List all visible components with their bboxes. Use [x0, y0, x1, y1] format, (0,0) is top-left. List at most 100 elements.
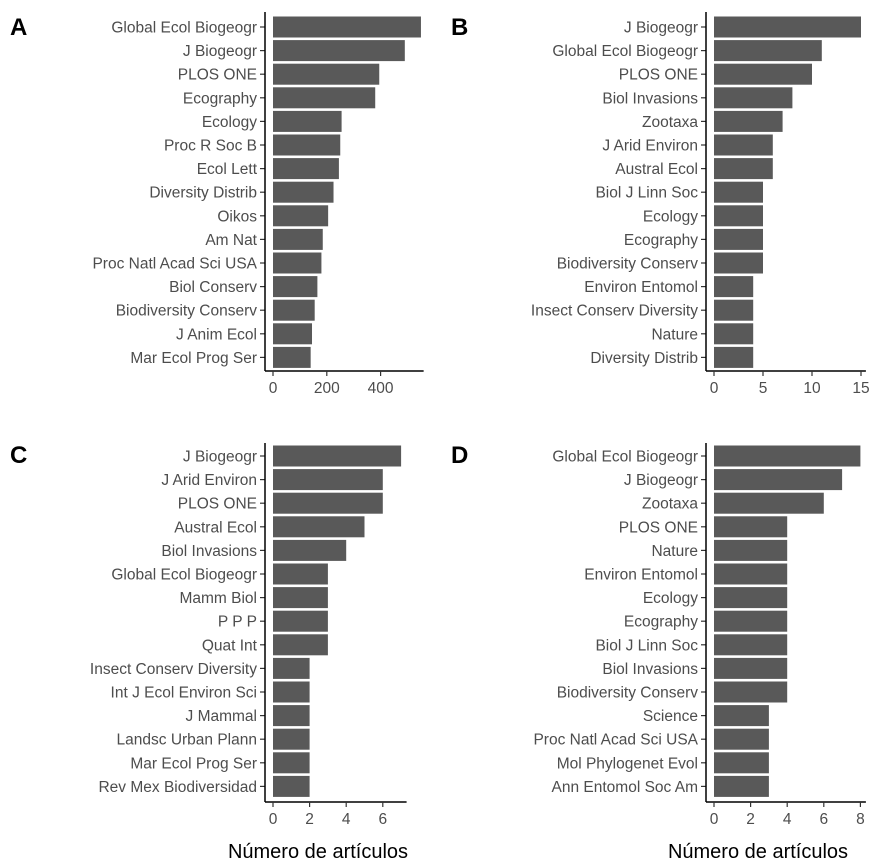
x-tick-label: 5 — [759, 380, 768, 397]
category-label: PLOS ONE — [619, 519, 698, 536]
bar — [714, 276, 754, 298]
bar — [273, 205, 329, 227]
bar — [714, 539, 788, 561]
x-tick-label: 400 — [368, 380, 394, 397]
category-label: Ann Entomol Soc Am — [552, 779, 698, 796]
x-axis-title: Número de artículos — [228, 841, 408, 862]
category-label: Environ Entomol — [584, 279, 698, 296]
bar — [273, 445, 402, 467]
panel-tag: D — [451, 442, 468, 469]
bar — [273, 681, 310, 703]
panel-tag: B — [451, 14, 468, 41]
bar — [714, 40, 822, 62]
x-tick-label: 0 — [710, 811, 719, 828]
bar — [714, 299, 754, 321]
category-label: Zootaxa — [642, 114, 698, 131]
x-tick-label: 200 — [314, 380, 340, 397]
category-label: Nature — [651, 543, 698, 560]
category-label: Global Ecol Biogeogr — [111, 20, 257, 37]
category-label: PLOS ONE — [178, 496, 257, 513]
panel-tag: A — [10, 14, 27, 41]
category-label: Austral Ecol — [174, 519, 257, 536]
bar — [714, 705, 769, 727]
bar — [273, 587, 328, 609]
bar — [714, 634, 788, 656]
bar — [714, 110, 783, 132]
bar — [273, 346, 311, 368]
bar — [714, 63, 812, 85]
category-label: Biol Conserv — [169, 279, 257, 296]
category-label: P P P — [218, 614, 257, 631]
category-label: J Anim Ecol — [176, 326, 257, 343]
bar — [714, 469, 843, 491]
bar — [273, 657, 310, 679]
category-label: J Mammal — [186, 708, 257, 725]
bar — [273, 299, 315, 321]
category-label: Proc R Soc B — [164, 138, 257, 155]
bar — [273, 181, 334, 203]
x-tick-label: 6 — [819, 811, 828, 828]
x-tick-label: 0 — [269, 380, 278, 397]
x-tick-label: 4 — [783, 811, 792, 828]
bar — [273, 87, 376, 109]
x-tick-label: 0 — [269, 811, 278, 828]
category-label: Mol Phylogenet Evol — [557, 755, 698, 772]
category-label: Ecography — [183, 90, 257, 107]
bar — [714, 205, 763, 227]
category-label: Am Nat — [205, 232, 257, 249]
bar — [714, 158, 773, 180]
panel-d: D Global Ecol Biogeogr J Biogeogr Zootaxa PL… — [451, 442, 866, 862]
bar — [273, 610, 328, 632]
bar — [273, 158, 339, 180]
x-axis-title: Número de artículos — [668, 841, 848, 862]
bar — [273, 134, 341, 156]
bar — [714, 445, 861, 467]
category-label: J Biogeogr — [624, 20, 698, 37]
bar — [714, 516, 788, 538]
bar — [273, 252, 322, 274]
category-label: Biol Invasions — [602, 90, 698, 107]
category-label: J Biogeogr — [183, 449, 257, 466]
bar — [273, 705, 310, 727]
category-label: PLOS ONE — [178, 67, 257, 84]
category-label: Ecology — [643, 208, 698, 225]
bar — [273, 492, 383, 514]
category-label: Diversity Distrib — [149, 185, 257, 202]
bar — [714, 610, 788, 632]
category-label: J Arid Environ — [602, 138, 698, 155]
x-tick-label: 4 — [342, 811, 351, 828]
bar — [273, 323, 313, 345]
bar — [273, 728, 310, 750]
category-label: Insect Conserv Diversity — [531, 303, 698, 320]
bar — [714, 87, 793, 109]
bar — [714, 492, 824, 514]
category-label: Biol J Linn Soc — [595, 185, 698, 202]
category-label: Mar Ecol Prog Ser — [130, 350, 257, 367]
bar — [714, 181, 763, 203]
x-tick-label: 15 — [852, 380, 869, 397]
category-label: J Biogeogr — [183, 43, 257, 60]
bar — [273, 40, 405, 62]
category-label: Proc Natl Acad Sci USA — [92, 256, 257, 273]
bar — [714, 752, 769, 774]
panel-b: B J Biogeogr Global Ecol Biogeogr PLOS ONE B… — [451, 12, 870, 397]
category-label: Diversity Distrib — [590, 350, 698, 367]
bar — [273, 469, 383, 491]
bar — [273, 634, 328, 656]
bar — [714, 323, 754, 345]
category-label: Global Ecol Biogeogr — [552, 43, 698, 60]
bar — [714, 252, 763, 274]
category-label: Oikos — [217, 208, 257, 225]
category-label: Biodiversity Conserv — [116, 303, 258, 320]
category-label: Biodiversity Conserv — [557, 685, 699, 702]
panel-tag: C — [10, 442, 27, 469]
category-label: Global Ecol Biogeogr — [552, 449, 698, 466]
bar — [273, 563, 328, 585]
bar — [273, 276, 318, 298]
bar — [273, 110, 342, 132]
bar — [273, 539, 347, 561]
category-label: Environ Entomol — [584, 567, 698, 584]
category-label: Ecography — [624, 614, 698, 631]
category-label: Quat Int — [202, 637, 258, 654]
bar — [273, 775, 310, 797]
